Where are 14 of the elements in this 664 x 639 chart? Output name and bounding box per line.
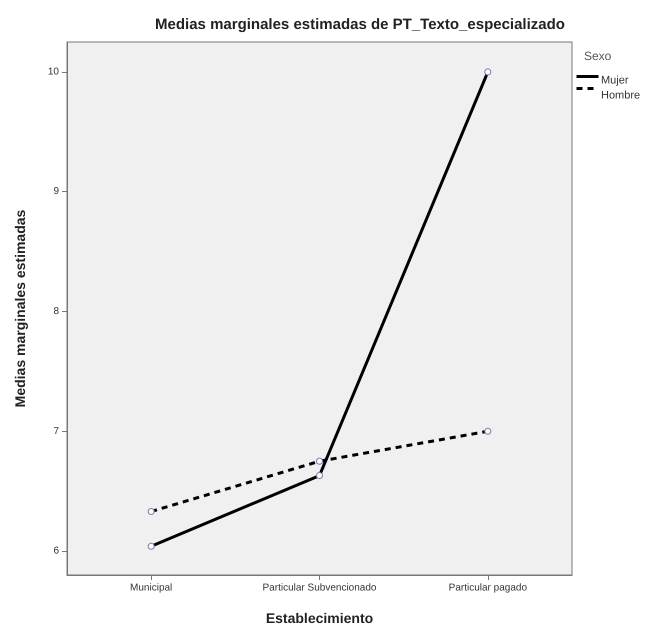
y-axis-title: Medias marginales estimadas bbox=[12, 209, 28, 408]
legend-title: Sexo bbox=[584, 49, 612, 63]
y-tick-label: 7 bbox=[53, 426, 60, 437]
legend-label: Mujer bbox=[601, 74, 629, 86]
x-tick-label: Municipal bbox=[130, 582, 172, 594]
y-tick-label: 6 bbox=[53, 546, 60, 557]
legend-label: Hombre bbox=[601, 90, 640, 102]
x-tick-label: Particular Subvencionado bbox=[262, 582, 377, 594]
y-tick-label: 8 bbox=[53, 306, 60, 317]
x-tick-label: Particular pagado bbox=[448, 582, 528, 594]
y-tick-label: 10 bbox=[48, 66, 60, 78]
x-axis-title: Establecimiento bbox=[266, 610, 374, 626]
chart-title: Medias marginales estimadas de PT_Texto_especializado bbox=[155, 16, 565, 33]
y-tick-label: 9 bbox=[53, 186, 60, 198]
